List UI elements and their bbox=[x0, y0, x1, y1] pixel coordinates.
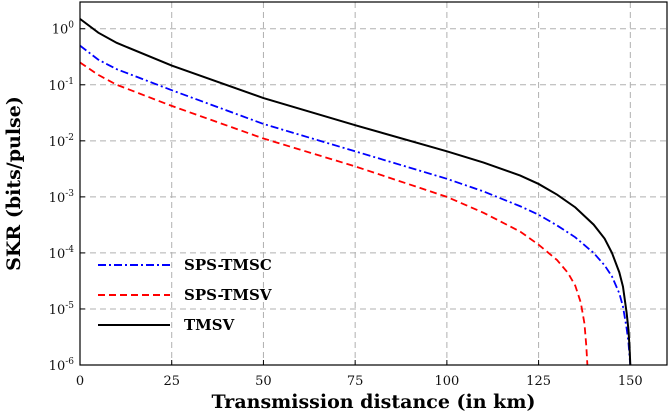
y-tick-base: 10 bbox=[49, 247, 66, 262]
legend-label-sps-tmsc: SPS-TMSC bbox=[184, 256, 272, 274]
legend-label-tmsv: TMSV bbox=[184, 316, 235, 334]
y-tick-exponent: -3 bbox=[65, 189, 74, 199]
x-tick-label: 75 bbox=[347, 374, 364, 389]
y-tick-exponent: -4 bbox=[65, 245, 74, 255]
series-line-sps-tmsv bbox=[79, 61, 589, 366]
y-tick-label: 10-2 bbox=[49, 133, 74, 150]
y-tick-label: 10-1 bbox=[49, 77, 74, 94]
y-tick-exponent: -1 bbox=[65, 77, 74, 87]
y-tick-base: 10 bbox=[52, 23, 69, 38]
legend-label-sps-tmsv: SPS-TMSV bbox=[184, 286, 272, 304]
x-axis-title: Transmission distance (in km) bbox=[212, 391, 536, 413]
y-tick-exponent: 0 bbox=[68, 21, 74, 31]
y-tick-base: 10 bbox=[49, 135, 66, 150]
y-tick-label: 10-3 bbox=[49, 189, 75, 206]
y-tick-exponent: -2 bbox=[65, 133, 74, 143]
x-tick-label: 0 bbox=[76, 374, 84, 389]
y-tick-base: 10 bbox=[49, 79, 66, 94]
y-tick-exponent: -5 bbox=[65, 301, 74, 311]
y-axis-title: SKR (bits/pulse) bbox=[3, 96, 25, 271]
y-tick-label: 10-6 bbox=[49, 357, 75, 374]
y-tick-base: 10 bbox=[49, 359, 66, 374]
x-tick-label: 25 bbox=[163, 374, 180, 389]
series-lines bbox=[79, 18, 632, 366]
y-tick-label: 10-4 bbox=[49, 245, 75, 262]
series-line-sps-tmsc bbox=[79, 44, 632, 366]
y-tick-label: 10-5 bbox=[49, 301, 75, 318]
y-tick-label: 100 bbox=[52, 21, 75, 38]
axis-ticks: 0 25 50 75 100 125 15010-610-510-410-310-210-1… bbox=[49, 21, 643, 389]
grid-lines bbox=[80, 2, 667, 365]
y-tick-exponent: -6 bbox=[65, 357, 74, 367]
x-tick-label: 50 bbox=[255, 374, 272, 389]
plot-frame bbox=[79, 1, 668, 366]
x-tick-label: 100 bbox=[434, 374, 459, 389]
y-tick-base: 10 bbox=[49, 191, 66, 206]
y-tick-base: 10 bbox=[49, 303, 66, 318]
series-line-tmsv bbox=[79, 18, 632, 366]
x-tick-label: 150 bbox=[618, 374, 643, 389]
legend: SPS-TMSC SPS-TMSV TMSV bbox=[98, 256, 272, 334]
x-tick-label: 125 bbox=[526, 374, 551, 389]
